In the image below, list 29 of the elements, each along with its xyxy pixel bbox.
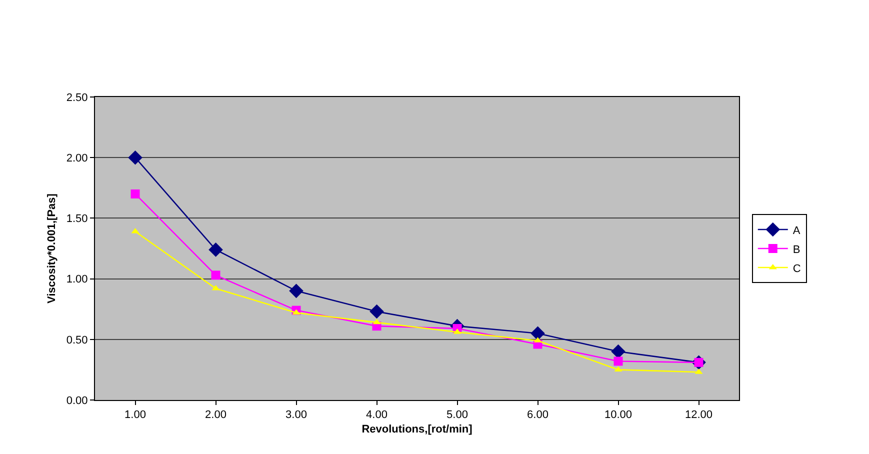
point [370,304,384,319]
point [211,270,220,280]
point [289,284,304,298]
y-tick-label: 0.50 [66,334,88,346]
legend-label: A [792,224,801,237]
y-tick-label: 1.00 [66,274,88,286]
y-tick-label: 2.00 [66,152,88,164]
x-tick-label: 3.00 [286,409,307,422]
point [128,150,142,165]
y-axis-title: Viscosity*0.001,[Pas] [46,193,58,304]
x-tick-label: 6.00 [527,409,548,422]
y-tick-label: 0.00 [66,394,88,407]
point [611,344,626,359]
y-tick-label: 1.50 [66,213,88,226]
legend-label: C [792,262,801,275]
point [614,356,623,366]
point [372,318,381,324]
point [130,189,140,198]
legend-label: B [792,244,800,256]
x-axis-title: Revolutions,[rot/min] [362,423,473,436]
point [530,326,545,340]
point [208,242,223,257]
x-tick-label: 5.00 [446,409,468,422]
x-tick-label: 1.00 [124,409,146,422]
x-tick-label: 4.00 [366,409,388,422]
y-tick-label: 2.50 [66,92,88,104]
x-tick-label: 2.00 [205,409,226,422]
x-tick-label: 10.00 [604,409,632,422]
x-tick-label: 12.00 [684,409,713,422]
